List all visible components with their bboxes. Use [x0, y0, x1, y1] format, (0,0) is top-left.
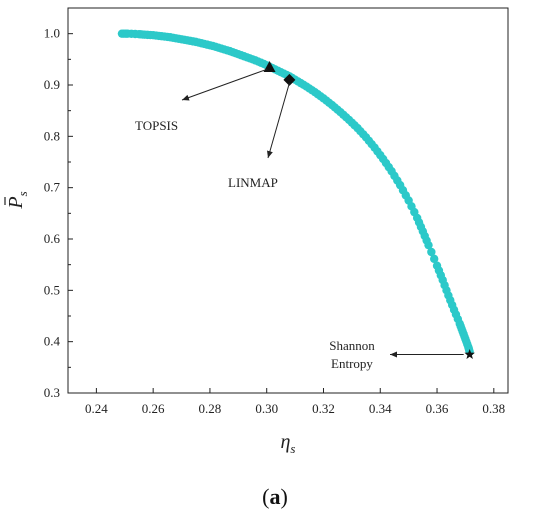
- linmap-label: LINMAP: [228, 175, 278, 190]
- topsis-arrow: [181, 68, 268, 101]
- plot-frame: [67, 7, 509, 394]
- y-tick-label: 0.5: [44, 282, 60, 297]
- y-tick-label: 1.0: [44, 26, 60, 41]
- data-point-fill: [429, 254, 439, 264]
- x-axis-title: ηs: [281, 431, 296, 456]
- linmap-arrow: [267, 82, 290, 159]
- data-point-fill: [427, 247, 436, 257]
- y-tick-label: 0.4: [44, 334, 61, 349]
- y-axis-ticks: 0.3 0.4 0.5 0.6 0.7 0.8 0.9 1.0: [44, 7, 73, 400]
- x-tick-label: 0.32: [312, 401, 335, 416]
- x-axis-ticks: 0.24 0.26 0.28 0.30 0.32 0.34 0.36 0.38: [85, 388, 505, 416]
- y-tick-label: 0.3: [44, 385, 60, 400]
- y-tick-label: 0.9: [44, 77, 60, 92]
- scatter-series: [117, 29, 474, 357]
- x-tick-label: 0.30: [255, 401, 278, 416]
- y-tick-label: 0.7: [44, 180, 61, 195]
- annotations: TOPSIS LINMAP Shannon Entropy: [135, 61, 475, 371]
- data-point: [424, 240, 433, 250]
- topsis-label: TOPSIS: [135, 118, 178, 133]
- x-tick-label: 0.34: [369, 401, 392, 416]
- panel-label: (a): [262, 484, 288, 509]
- shannon-star-marker: [464, 349, 475, 359]
- y-axis-title: Ps: [5, 191, 30, 209]
- x-tick-label: 0.24: [85, 401, 108, 416]
- x-tick-label: 0.28: [199, 401, 222, 416]
- x-tick-label: 0.26: [142, 401, 165, 416]
- svg-text:Ps: Ps: [5, 191, 30, 209]
- y-tick-label: 0.6: [44, 231, 61, 246]
- y-tick-label: 0.8: [44, 128, 60, 143]
- x-tick-label: 0.36: [426, 401, 449, 416]
- shannon-label: Shannon Entropy: [329, 338, 375, 371]
- linmap-diamond-marker: [283, 73, 296, 86]
- x-tick-label: 0.38: [482, 401, 505, 416]
